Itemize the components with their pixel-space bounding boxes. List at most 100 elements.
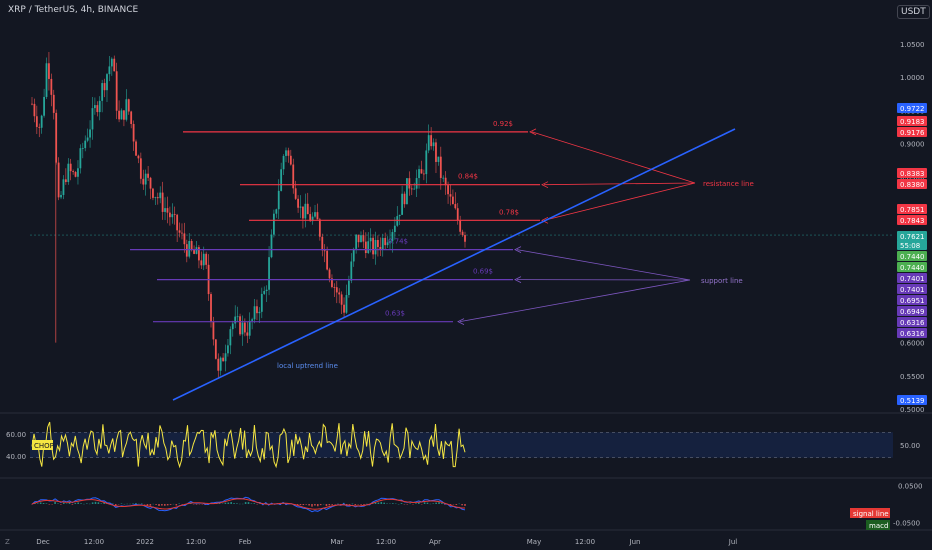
candle-body — [272, 213, 275, 235]
candle-body — [263, 291, 266, 294]
macd-histogram-bar — [149, 504, 152, 506]
candle-body — [149, 177, 152, 189]
candle-body — [323, 250, 326, 252]
macd-histogram-bar — [265, 502, 267, 504]
candle-body — [350, 261, 353, 281]
macd-histogram-bar — [432, 503, 435, 504]
signal-line-badge-text: signal line — [853, 510, 889, 518]
candle-body — [210, 294, 212, 322]
macd-histogram-bar — [224, 502, 227, 504]
candle-body — [251, 319, 254, 321]
time-axis-tick: Mar — [330, 538, 343, 546]
candle-body — [130, 111, 133, 124]
candle-body — [198, 247, 200, 261]
candle-body — [176, 214, 179, 231]
macd-histogram-bar — [354, 504, 357, 505]
candle-body — [318, 219, 321, 237]
candle-body — [408, 178, 411, 189]
candle-body — [164, 208, 166, 212]
candle-body — [74, 172, 77, 177]
macd-histogram-bar — [319, 504, 322, 506]
price-badge — [897, 179, 927, 189]
candle-body — [181, 232, 183, 234]
time-axis-tick: Feb — [239, 538, 252, 546]
time-axis-tick: Apr — [429, 538, 441, 546]
candle-body — [77, 168, 79, 177]
resistance-arrowhead — [541, 181, 549, 189]
macd-histogram-bar — [253, 503, 256, 504]
macd-histogram-bar — [97, 502, 100, 504]
price-badge — [897, 168, 927, 178]
candle-body — [268, 257, 270, 290]
macd-histogram-bar — [42, 503, 45, 504]
time-axis-tick: 2022 — [136, 538, 154, 546]
candle-body — [444, 177, 447, 186]
candle-body — [326, 250, 329, 270]
timezone-icon: Z — [5, 538, 10, 546]
candle-body — [393, 225, 396, 233]
candle-body — [340, 294, 343, 305]
macd-histogram-bar — [135, 503, 137, 504]
macd-badge — [866, 520, 890, 530]
candle-body — [449, 194, 452, 197]
candle-body — [456, 208, 459, 221]
macd-histogram-bar — [314, 504, 316, 506]
macd-histogram-bar — [316, 504, 319, 507]
candle-body — [352, 248, 355, 262]
candle-body — [452, 196, 454, 205]
candle-body — [464, 235, 466, 242]
macd-histogram-bar — [236, 503, 238, 504]
candle-body — [33, 103, 36, 117]
chop-axis-tick: 60.00 — [6, 431, 26, 439]
candle-body — [282, 155, 285, 170]
macd-histogram-bar — [377, 502, 380, 504]
price-badge-text: 0.9176 — [900, 129, 925, 137]
candle-body — [48, 63, 50, 79]
candle-body — [72, 171, 75, 173]
candle-body — [193, 249, 195, 254]
candle-body — [454, 204, 457, 209]
candle-body — [391, 232, 394, 242]
candle-body — [410, 188, 413, 190]
support-level-label: 0.69$ — [473, 268, 493, 276]
candle-body — [96, 105, 99, 113]
candle-body — [89, 129, 91, 138]
macd-histogram-bar — [86, 503, 88, 504]
candle-body — [52, 94, 55, 113]
candle-body — [362, 235, 365, 242]
candle-body — [413, 188, 416, 190]
uptrend-annotation: local uptrend line — [277, 362, 338, 370]
price-badge-text: 0.7843 — [900, 217, 925, 225]
candle-body — [415, 178, 418, 189]
price-badge-text: 0.8380 — [900, 181, 925, 189]
candle-body — [139, 158, 142, 179]
candle-body — [241, 322, 244, 335]
support-arrowhead — [514, 276, 522, 284]
resistance-annotation: resistance line — [703, 180, 754, 188]
candle-body — [84, 140, 87, 149]
macd-badge-text: macd — [869, 522, 888, 530]
candle-body — [381, 237, 384, 250]
macd-histogram-bar — [418, 502, 420, 504]
candle-body — [45, 63, 48, 97]
chop-value-label: 50.00 — [900, 442, 920, 450]
candle-body — [231, 323, 234, 330]
macd-histogram-bar — [328, 504, 331, 506]
resistance-level-label: 0.84$ — [458, 173, 478, 181]
price-badge — [897, 295, 927, 305]
candle-body — [432, 142, 435, 147]
macd-histogram-bar — [305, 504, 308, 505]
candle-body — [425, 150, 428, 175]
candle-body — [294, 188, 297, 199]
candle-body — [127, 99, 130, 112]
price-badge-text: 0.7440 — [900, 253, 925, 261]
candle-body — [101, 83, 104, 101]
candle-body — [229, 329, 232, 346]
time-axis-tick: 12:00 — [186, 538, 206, 546]
candle-body — [321, 236, 324, 251]
chop-label: CHOP — [34, 442, 54, 450]
price-badge-text: 0.6949 — [900, 308, 925, 316]
currency-unit-badge[interactable]: USDT — [897, 5, 930, 19]
